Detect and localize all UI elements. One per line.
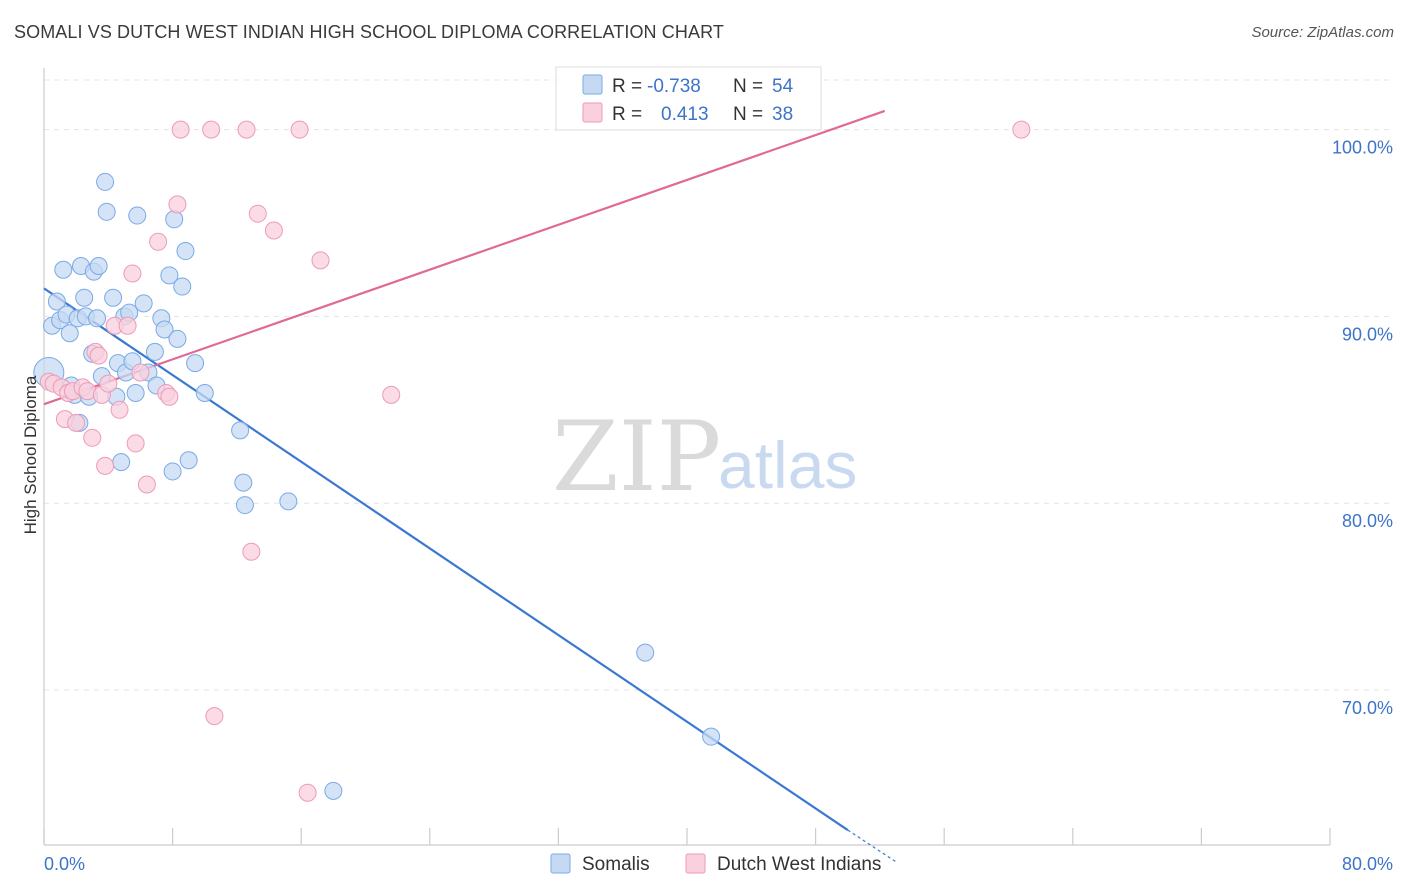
dutch-point xyxy=(298,783,317,802)
dutch-point xyxy=(237,120,256,139)
somali-point xyxy=(60,324,79,343)
dutch-point xyxy=(126,434,145,453)
axes xyxy=(43,68,1331,846)
somali-point xyxy=(702,727,721,746)
legend-r-value-somalis: -0.738 xyxy=(647,76,701,97)
legend-n-value-somalis: 54 xyxy=(772,76,794,97)
dutch-point xyxy=(149,232,168,251)
bottom-legend-label-dutch: Dutch West Indians xyxy=(717,854,881,875)
dutch-point xyxy=(264,221,283,240)
x-tick-labels: 0.0% 80.0% xyxy=(44,854,1393,874)
somali-point xyxy=(54,260,73,279)
dutch-point xyxy=(382,385,401,404)
dutch-point xyxy=(168,195,187,214)
legend-n-label-somalis: N = xyxy=(733,76,763,97)
somali-point xyxy=(104,288,123,307)
y-tick-label: 70.0% xyxy=(1342,698,1393,718)
dutch-trend-line xyxy=(43,109,886,406)
dutch-point xyxy=(110,400,129,419)
dutch-point xyxy=(83,428,102,447)
legend-r-label-somalis: R = xyxy=(612,76,642,97)
somali-point xyxy=(195,383,214,402)
y-tick-label: 100.0% xyxy=(1332,138,1393,158)
dutch-point xyxy=(89,346,108,365)
legend-r-value-dutch: 0.413 xyxy=(661,104,709,125)
somali-point xyxy=(173,277,192,296)
y-axis-title: High School Diploma xyxy=(21,375,40,534)
y-tick-label: 90.0% xyxy=(1342,324,1393,344)
somali-point xyxy=(186,354,205,373)
somali-trend-line xyxy=(43,287,849,831)
somali-point xyxy=(176,242,195,261)
somali-point xyxy=(636,643,655,662)
dutch-point xyxy=(99,374,118,393)
somali-point xyxy=(88,309,107,328)
chart-title: SOMALI VS DUTCH WEST INDIAN HIGH SCHOOL … xyxy=(14,22,724,42)
dutch-point xyxy=(123,264,142,283)
dutch-point xyxy=(248,204,267,223)
y-tick-label: 80.0% xyxy=(1342,511,1393,531)
grid-lines xyxy=(44,79,1392,691)
somali-point xyxy=(128,206,147,225)
somali-point xyxy=(47,292,66,311)
data-points xyxy=(33,120,1031,802)
bottom-legend-swatch-dutch xyxy=(685,853,706,874)
dutch-point xyxy=(311,251,330,270)
legend: R = -0.738 N = 54 R = 0.413 N = 38 xyxy=(555,66,822,131)
somali-point xyxy=(112,453,131,472)
somali-point xyxy=(165,210,184,229)
somali-point xyxy=(179,451,198,470)
legend-swatch-dutch-west-indians xyxy=(582,102,603,123)
dutch-point xyxy=(131,363,150,382)
somali-point xyxy=(89,256,108,275)
somali-point xyxy=(324,781,343,800)
bottom-legend: Somalis Dutch West Indians xyxy=(550,853,881,875)
dutch-point xyxy=(242,542,261,561)
somali-point xyxy=(75,288,94,307)
legend-n-value-dutch: 38 xyxy=(772,104,793,125)
somali-point xyxy=(235,496,254,515)
somali-point xyxy=(234,473,253,492)
somali-point xyxy=(145,342,164,361)
somali-trend-extension xyxy=(847,829,897,863)
x-tick-label-max: 80.0% xyxy=(1342,854,1393,874)
dutch-point xyxy=(160,387,179,406)
somali-point xyxy=(96,172,115,191)
dutch-point xyxy=(205,707,224,726)
dutch-point xyxy=(96,456,115,475)
dutch-point xyxy=(202,120,221,139)
somali-point xyxy=(155,320,174,339)
dutch-point xyxy=(171,120,190,139)
dutch-point xyxy=(67,413,86,432)
dutch-point xyxy=(290,120,309,139)
watermark-atlas: atlas xyxy=(718,428,857,502)
somali-point xyxy=(163,462,182,481)
somali-point xyxy=(279,492,298,511)
dutch-point xyxy=(118,316,137,335)
legend-r-label-dutch: R = xyxy=(612,104,642,125)
legend-n-label-dutch: N = xyxy=(733,104,763,125)
dutch-point xyxy=(1012,120,1031,139)
source-credit: Source: ZipAtlas.com xyxy=(1251,24,1394,41)
somali-point xyxy=(168,329,187,348)
bottom-legend-swatch-somalis xyxy=(550,853,571,874)
watermark-zip: ZIP xyxy=(552,401,721,513)
somali-point xyxy=(126,383,145,402)
y-tick-labels: 100.0% 90.0% 80.0% 70.0% xyxy=(1332,138,1393,718)
x-tick-label-min: 0.0% xyxy=(44,854,85,874)
legend-swatch-somalis xyxy=(582,74,603,95)
somali-point xyxy=(134,294,153,313)
somali-point xyxy=(97,202,116,221)
bottom-legend-label-somalis: Somalis xyxy=(582,854,650,875)
somali-point xyxy=(160,266,179,285)
watermark: ZIP atlas xyxy=(552,401,857,513)
dutch-point xyxy=(137,475,156,494)
somali-point xyxy=(231,421,250,440)
